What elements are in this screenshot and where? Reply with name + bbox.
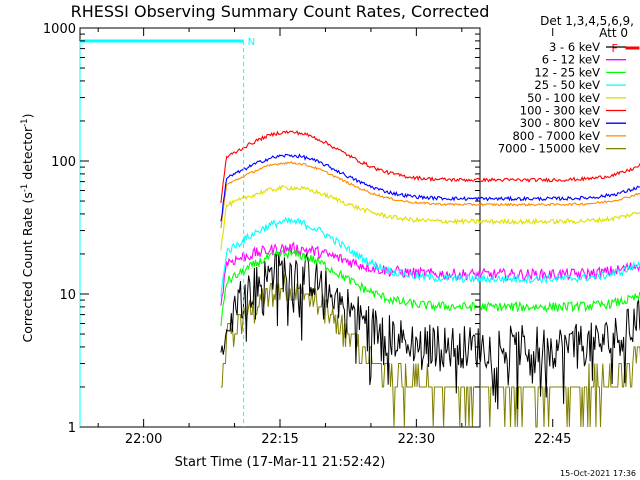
legend-header-line-1: Det 1,3,4,5,6,9,: [540, 14, 634, 28]
y-axis-label: Corrected Count Rate (s-1 detector-1): [20, 114, 35, 343]
legend-label: 7000 - 15000 keV: [498, 142, 600, 156]
series-line-25-to-50keV: [220, 216, 640, 297]
chart-title: RHESSI Observing Summary Count Rates, Co…: [71, 2, 490, 21]
plot-area: NF 22:0022:1522:3022:4523:0023:1523:3011…: [43, 22, 640, 447]
x-tick-label: 22:15: [261, 432, 298, 447]
night-label: N: [248, 37, 255, 48]
series-line-12-to-25keV: [220, 248, 640, 327]
series-line-7000-to-15000keV: [220, 274, 640, 428]
y-tick-label: 1: [68, 421, 76, 436]
x-tick-label: 22:00: [125, 432, 162, 447]
legend-label: 6 - 12 keV: [542, 53, 600, 67]
x-axis-label: Start Time (17-Mar-11 21:52:42): [175, 455, 386, 470]
flare-label: F: [611, 42, 617, 55]
series-line-6-to-12keV: [220, 241, 640, 306]
legend-label: 12 - 25 keV: [534, 65, 600, 79]
legend-label: 100 - 300 keV: [520, 104, 600, 118]
legend-header-line-2: Att 0: [599, 26, 628, 40]
x-tick-label: 22:45: [534, 432, 571, 447]
series-line-3-to-6keV: [220, 252, 640, 410]
legend-label: 25 - 50 keV: [534, 78, 600, 92]
legend-label: 800 - 7000 keV: [512, 129, 600, 143]
y-tick-label: 10: [59, 288, 76, 303]
y-tick-label: 1000: [43, 22, 76, 37]
series-line-100-to-300keV: [220, 130, 640, 204]
series-line-800-to-7000keV: [220, 160, 640, 229]
ticks-layer: 22:0022:1522:3022:4523:0023:1523:3011010…: [43, 22, 572, 447]
generated-timestamp: 15-Oct-2021 17:36: [560, 469, 636, 478]
series-line-50-to-100keV: [220, 184, 640, 251]
legend-label: 50 - 100 keV: [527, 91, 600, 105]
legend-label: 300 - 800 keV: [520, 116, 600, 130]
x-tick-label: 22:30: [398, 432, 435, 447]
y-tick-label: 100: [51, 155, 76, 170]
series-layer: [220, 130, 640, 428]
series-line-300-to-800keV: [220, 153, 640, 222]
legend-label: 3 - 6 keV: [549, 40, 600, 54]
